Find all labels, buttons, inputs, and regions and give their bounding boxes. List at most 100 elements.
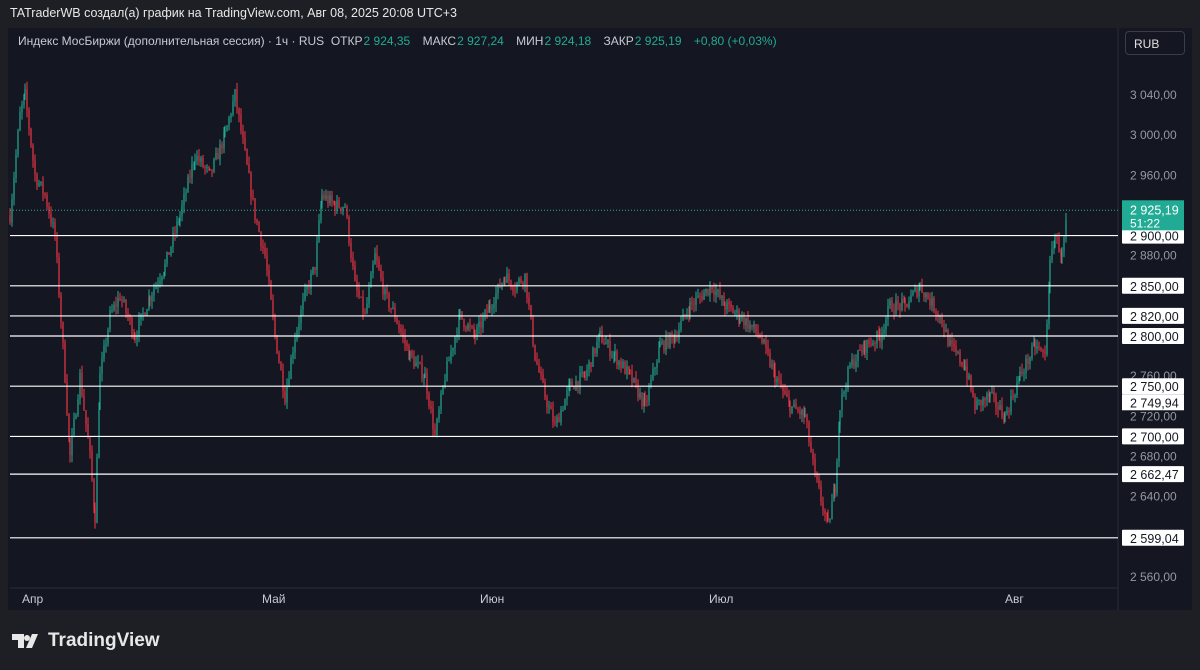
candle-body bbox=[592, 347, 594, 367]
candle-body bbox=[732, 307, 734, 314]
currency-button[interactable]: RUB bbox=[1125, 31, 1185, 55]
extra-price-label-bg bbox=[1122, 394, 1184, 411]
candle-body bbox=[174, 232, 176, 234]
candle-body bbox=[851, 359, 853, 366]
candle-body bbox=[342, 207, 344, 211]
candle-body bbox=[868, 340, 870, 344]
candle-body bbox=[605, 343, 607, 345]
candle-body bbox=[232, 101, 234, 115]
candle-body bbox=[206, 166, 208, 168]
candle-body bbox=[424, 373, 426, 378]
candle-body bbox=[314, 267, 316, 270]
candle-body bbox=[119, 297, 121, 301]
candle-body bbox=[1048, 288, 1050, 324]
candle-body bbox=[159, 280, 161, 284]
candle-body bbox=[400, 328, 402, 332]
candle-body bbox=[1033, 342, 1035, 346]
candle-body bbox=[861, 350, 863, 353]
candle-body bbox=[870, 343, 872, 345]
candle-body bbox=[413, 356, 415, 367]
candle-body bbox=[1008, 410, 1010, 413]
candle-body bbox=[194, 160, 196, 164]
candle-body bbox=[193, 163, 195, 165]
candle-body bbox=[98, 409, 100, 458]
candle-body bbox=[23, 94, 25, 105]
candle-body bbox=[125, 300, 127, 313]
level-price-label: 2 662,47 bbox=[1130, 468, 1179, 482]
candle-body bbox=[32, 145, 34, 161]
candle-body bbox=[713, 289, 715, 296]
candle-body bbox=[847, 367, 849, 389]
candle-body bbox=[60, 295, 62, 323]
level-price-label: 2 800,00 bbox=[1130, 330, 1179, 344]
candle-body bbox=[172, 232, 174, 247]
candle-body bbox=[390, 308, 392, 310]
candle-body bbox=[827, 516, 829, 521]
candle-body bbox=[1012, 395, 1014, 398]
level-price-label: 2 700,00 bbox=[1130, 430, 1179, 444]
candle-body bbox=[40, 181, 42, 184]
candle-body bbox=[163, 272, 165, 278]
symbol-name[interactable]: Индекс МосБиржи (дополнительная сессия) … bbox=[18, 34, 325, 48]
candle-body bbox=[368, 287, 370, 304]
candle-body bbox=[569, 381, 571, 384]
candle-body bbox=[334, 203, 336, 211]
candle-body bbox=[280, 362, 282, 371]
candle-body bbox=[75, 415, 77, 419]
candle-body bbox=[891, 300, 893, 312]
candle-body bbox=[432, 408, 434, 430]
candle-body bbox=[386, 289, 388, 294]
candle-body bbox=[991, 392, 993, 394]
candle-body bbox=[240, 114, 242, 132]
candle-body bbox=[83, 395, 85, 411]
candle-body bbox=[707, 288, 709, 296]
candle-body bbox=[127, 312, 129, 317]
chart-panel[interactable] bbox=[8, 28, 1192, 610]
candle-body bbox=[480, 321, 482, 328]
candle-body bbox=[153, 288, 155, 296]
candle-body bbox=[997, 407, 999, 410]
candle-body bbox=[761, 337, 763, 343]
candle-body bbox=[857, 350, 859, 362]
candle-body bbox=[54, 222, 56, 236]
candle-body bbox=[609, 340, 611, 356]
candle-body bbox=[364, 312, 366, 314]
candle-body bbox=[791, 406, 793, 414]
candle-body bbox=[723, 296, 725, 306]
candle-body bbox=[995, 395, 997, 408]
candle-body bbox=[491, 308, 493, 310]
candle-body bbox=[258, 222, 260, 232]
candle-body bbox=[362, 296, 364, 313]
candle-body bbox=[562, 409, 564, 411]
candle-body bbox=[598, 333, 600, 342]
candle-body bbox=[58, 257, 60, 296]
candle-body bbox=[568, 383, 570, 391]
x-tick-label: Авг bbox=[1005, 592, 1024, 606]
candle-body bbox=[354, 266, 356, 281]
level-price-label: 2 599,04 bbox=[1130, 532, 1179, 546]
candle-body bbox=[546, 397, 548, 408]
candle-body bbox=[641, 392, 643, 407]
candle-body bbox=[895, 300, 897, 313]
level-price-label: 2 900,00 bbox=[1130, 230, 1179, 244]
candle-body bbox=[189, 176, 191, 178]
candle-body bbox=[1003, 416, 1005, 423]
candle-body bbox=[426, 373, 428, 394]
candle-body bbox=[671, 332, 673, 337]
y-tick-label: 3 000,00 bbox=[1130, 128, 1177, 142]
candle-body bbox=[360, 296, 362, 298]
candle-body bbox=[121, 300, 123, 302]
open-label: ОТКР bbox=[330, 34, 363, 48]
candle-body bbox=[734, 312, 736, 314]
candle-body bbox=[42, 181, 44, 194]
candle-body bbox=[230, 114, 232, 118]
candle-body bbox=[968, 375, 970, 379]
candle-body bbox=[923, 292, 925, 298]
candle-body bbox=[1027, 358, 1029, 364]
candle-body bbox=[955, 346, 957, 353]
candle-body bbox=[208, 166, 210, 169]
candle-body bbox=[1016, 382, 1018, 396]
candle-body bbox=[693, 303, 695, 305]
high-label: МАКС bbox=[422, 34, 457, 48]
